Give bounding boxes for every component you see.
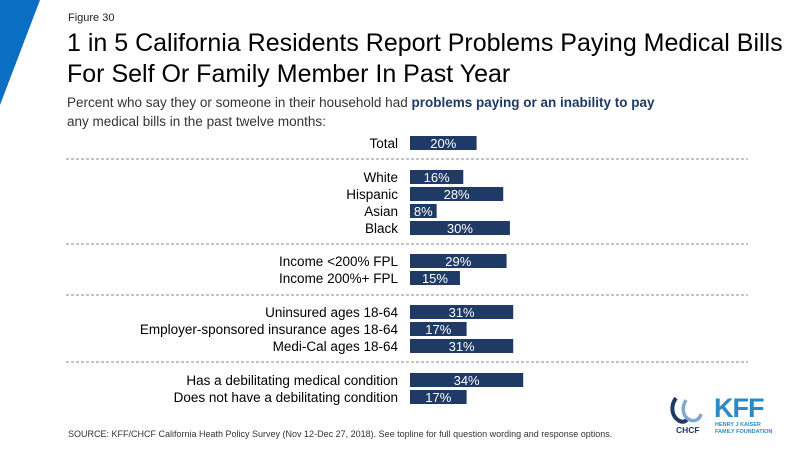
category-label: Medi-Cal ages 18-64 [273, 339, 399, 354]
category-label: Has a debilitating medical condition [186, 373, 398, 388]
bar [410, 373, 524, 387]
bar-value-label: 31% [449, 339, 475, 354]
bar [410, 322, 467, 336]
bar-value-label: 16% [424, 170, 450, 185]
bar-value-label: 31% [449, 305, 475, 320]
page-title: 1 in 5 California Residents Report Probl… [67, 28, 787, 90]
source-note: SOURCE: KFF/CHCF California Heath Policy… [68, 429, 613, 439]
category-label: White [363, 170, 398, 185]
bar [410, 221, 510, 235]
bar-value-label: 17% [425, 390, 451, 405]
bar [410, 170, 464, 184]
bar [410, 136, 477, 150]
chart-subtitle: Percent who say they or someone in their… [67, 93, 767, 131]
bar-value-label: 28% [444, 187, 470, 202]
title-line-1: 1 in 5 California Residents Report Probl… [67, 29, 783, 57]
bar-value-label: 20% [430, 136, 456, 151]
kff-sub-line-2: FAMILY FOUNDATION [715, 429, 773, 435]
bar [410, 187, 504, 201]
bar [410, 390, 467, 404]
chcf-logo-text: CHCF [676, 425, 700, 435]
bar [410, 254, 507, 268]
bar-value-label: 15% [422, 271, 448, 286]
category-label: Does not have a debilitating condition [174, 390, 398, 405]
category-label: Employer-sponsored insurance ages 18-64 [140, 322, 399, 337]
category-label: Asian [364, 204, 398, 219]
figure-label: Figure 30 [68, 12, 115, 24]
category-label: Black [365, 221, 398, 236]
corner-accent [0, 0, 40, 105]
kff-logo-subtitle: HENRY J KAISER FAMILY FOUNDATION [715, 422, 772, 436]
bar [410, 204, 437, 218]
category-label: Total [369, 136, 398, 151]
bar [410, 339, 514, 353]
subtitle-text-2: any medical bills in the past twelve mon… [67, 114, 326, 129]
bar-value-label: 29% [445, 254, 471, 269]
category-label: Uninsured ages 18-64 [265, 305, 398, 320]
category-label: Income 200%+ FPL [279, 271, 398, 286]
subtitle-text-1: Percent who say they or someone in their… [67, 95, 412, 110]
category-label: Income <200% FPL [279, 254, 398, 269]
bar [410, 305, 514, 319]
chcf-logo-icon [670, 396, 703, 424]
bar [410, 271, 460, 285]
bar-value-label: 34% [454, 373, 480, 388]
bar-value-label: 17% [425, 322, 451, 337]
kff-logo: KFF [714, 393, 764, 423]
category-label: Hispanic [346, 187, 398, 202]
title-line-2: For Self Or Family Member In Past Year [67, 60, 511, 88]
bar-value-label: 8% [414, 204, 433, 219]
bar-value-label: 30% [447, 221, 473, 236]
subtitle-bold-text: problems paying or an inability to pay [411, 95, 655, 110]
kff-sub-line-1: HENRY J KAISER [715, 422, 761, 428]
